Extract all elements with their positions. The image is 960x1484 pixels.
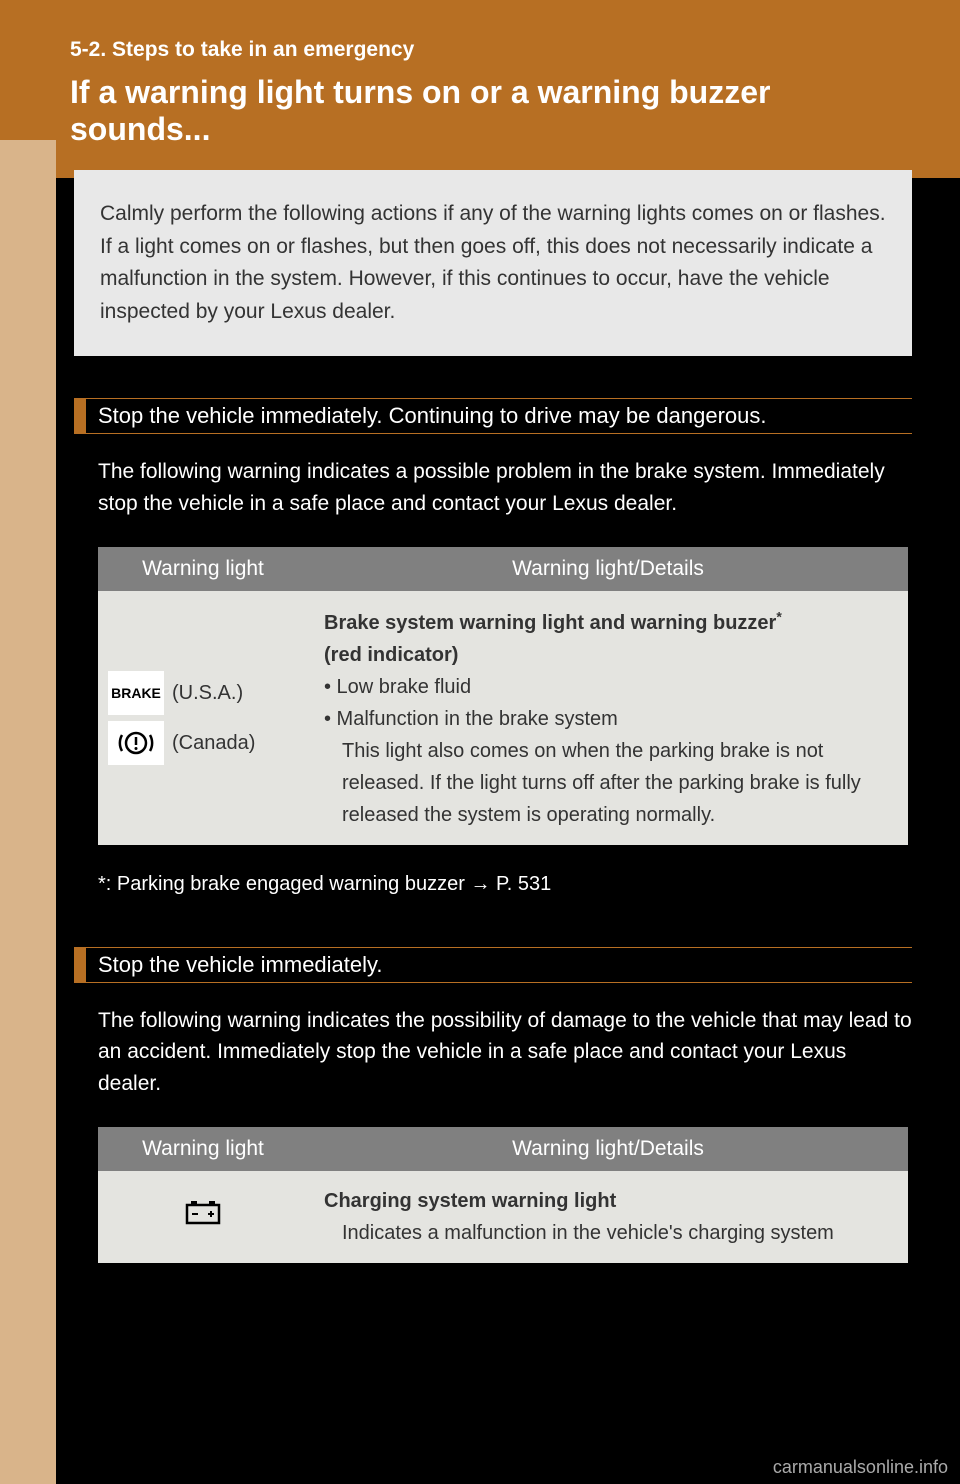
s2-detail-body: Indicates a malfunction in the vehicle's…	[324, 1217, 892, 1249]
section1-footnote: *: Parking brake engaged warning buzzer …	[98, 869, 912, 899]
s2-detail-cell: Charging system warning light Indicates …	[308, 1171, 908, 1263]
page-title: If a warning light turns on or a warning…	[70, 74, 910, 148]
s1-icon-cell: BRAKE (U.S.A.) (Canada)	[98, 591, 308, 845]
watermark: carmanualsonline.info	[773, 1457, 948, 1478]
s1-col2-header: Warning light/Details	[308, 547, 908, 591]
section1-table: Warning light Warning light/Details BRAK…	[98, 547, 908, 845]
s1-detail-sub: (red indicator)	[324, 644, 458, 666]
s1-col1-header: Warning light	[98, 547, 308, 591]
section2-heading: Stop the vehicle immediately.	[74, 947, 912, 983]
brake-text-icon: BRAKE	[108, 671, 164, 715]
s2-detail-title: Charging system warning light	[324, 1190, 616, 1212]
intro-box: Calmly perform the following actions if …	[74, 170, 912, 356]
brake-circle-icon	[108, 721, 164, 765]
section2-body: The following warning indicates the poss…	[74, 1005, 912, 1100]
s1-bullet2: • Malfunction in the brake system	[324, 708, 618, 730]
usa-label: (U.S.A.)	[172, 677, 243, 709]
battery-icon	[181, 1197, 225, 1227]
section-number: 5-2. Steps to take in an emergency	[70, 38, 910, 62]
s1-detail-body: This light also comes on when the parkin…	[324, 735, 892, 831]
s1-bullet1: • Low brake fluid	[324, 676, 471, 698]
s2-col2-header: Warning light/Details	[308, 1127, 908, 1171]
section2-table: Warning light Warning light/Details Char…	[98, 1127, 908, 1263]
side-tab	[0, 140, 56, 1484]
section1-body: The following warning indicates a possib…	[74, 456, 912, 519]
section1-heading: Stop the vehicle immediately. Continuing…	[74, 398, 912, 434]
content-area: Calmly perform the following actions if …	[56, 140, 960, 1484]
s2-col1-header: Warning light	[98, 1127, 308, 1171]
s1-detail-title: Brake system warning light and warning b…	[324, 612, 776, 634]
section1-heading-text: Stop the vehicle immediately. Continuing…	[98, 403, 767, 429]
s2-icon-cell	[98, 1171, 308, 1263]
section2-heading-text: Stop the vehicle immediately.	[98, 952, 383, 978]
canada-label: (Canada)	[172, 727, 255, 759]
s1-detail-cell: Brake system warning light and warning b…	[308, 591, 908, 845]
